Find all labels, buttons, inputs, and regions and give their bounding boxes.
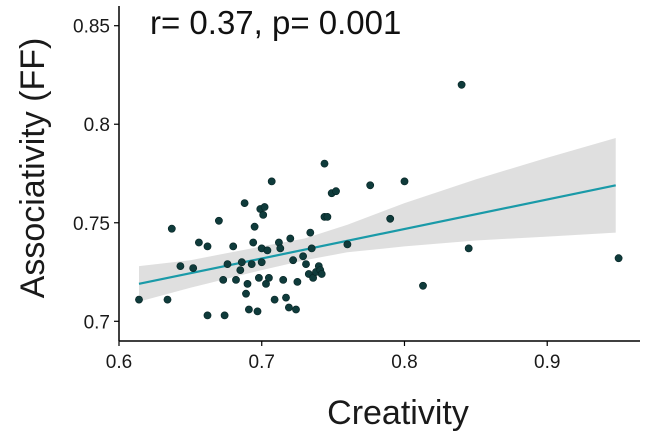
data-point (267, 177, 276, 186)
data-point (302, 260, 310, 268)
data-point (194, 238, 203, 247)
data-point (247, 260, 256, 268)
data-point (386, 214, 395, 223)
data-point (292, 305, 300, 314)
data-point (244, 305, 253, 314)
fit-line-layer (138, 184, 616, 285)
data-point (237, 258, 246, 267)
regression-line (138, 184, 616, 285)
data-point (289, 256, 297, 265)
data-point (176, 262, 185, 270)
data-point (232, 275, 240, 284)
data-point (253, 307, 262, 316)
confidence-band-layer (139, 138, 616, 302)
y-tick-label: 0.75 (73, 214, 110, 235)
data-point (317, 270, 326, 278)
data-point (214, 216, 223, 225)
data-point (464, 244, 473, 253)
data-point (189, 264, 198, 272)
correlation-annotation: r= 0.37, p= 0.001 (150, 4, 401, 41)
data-point (243, 279, 252, 288)
x-tick-label: 0.8 (391, 352, 417, 373)
data-point (229, 242, 238, 251)
points-layer (135, 80, 623, 320)
data-point (259, 210, 268, 219)
data-point (249, 238, 258, 247)
data-point (163, 295, 172, 304)
data-point (306, 228, 315, 237)
data-point (240, 199, 249, 207)
x-tick-label: 0.9 (534, 352, 560, 373)
data-point (400, 177, 409, 186)
x-axis-title: Creativity (327, 394, 469, 432)
y-axis-title: Associativity (FF) (14, 38, 52, 299)
data-point (220, 311, 229, 320)
x-tick-label: 0.7 (249, 352, 275, 373)
data-point (293, 277, 302, 286)
data-point (203, 311, 212, 320)
data-point (299, 252, 307, 261)
data-point (260, 203, 269, 211)
data-point (264, 273, 273, 282)
axes-layer: 0.6 0.7 0.8 0.9 0.7 0.75 0.8 0.85 (73, 6, 640, 373)
data-point (284, 303, 293, 312)
data-point (282, 293, 290, 302)
data-point (270, 295, 279, 304)
data-point (366, 181, 375, 190)
data-point (279, 275, 288, 284)
data-point (263, 246, 272, 255)
data-point (307, 244, 316, 253)
data-point (320, 159, 329, 168)
data-point (236, 266, 245, 274)
y-tick-label: 0.85 (73, 17, 110, 38)
data-point (219, 275, 228, 284)
confidence-band (139, 138, 616, 302)
data-point (223, 260, 232, 268)
data-point (135, 295, 143, 304)
data-point (614, 254, 623, 263)
data-point (276, 244, 285, 253)
data-point (254, 273, 263, 282)
data-point (323, 212, 332, 221)
data-point (242, 289, 250, 298)
data-point (419, 281, 427, 290)
data-point (167, 224, 176, 233)
data-point (286, 234, 295, 243)
data-point (332, 187, 340, 196)
data-point (343, 240, 352, 249)
data-point (203, 242, 212, 251)
y-tick-label: 0.7 (84, 312, 110, 333)
data-point (257, 258, 266, 267)
y-tick-label: 0.8 (84, 115, 110, 136)
data-point (457, 80, 466, 89)
x-tick-label: 0.6 (106, 352, 132, 373)
data-point (250, 222, 259, 231)
